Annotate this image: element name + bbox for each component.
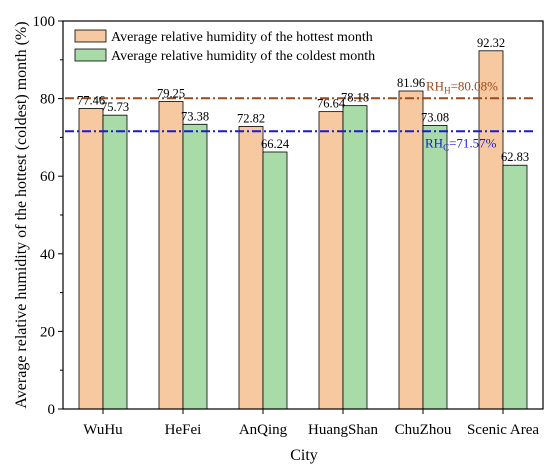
bar-coldest xyxy=(342,105,368,410)
data-label: 92.32 xyxy=(477,36,505,50)
bar-hottest xyxy=(158,101,184,410)
data-label: 81.96 xyxy=(397,76,425,90)
data-label: 62.83 xyxy=(501,150,529,164)
data-label: 73.08 xyxy=(421,110,449,124)
bar-hottest xyxy=(398,90,424,410)
x-tick-label: WuHu xyxy=(83,422,123,438)
x-tick-label: ChuZhou xyxy=(395,422,452,438)
x-tick-label: Scenic Area xyxy=(467,422,539,438)
data-label: 77.46 xyxy=(77,93,105,107)
legend-swatch xyxy=(74,29,107,43)
legend-swatch xyxy=(74,48,107,62)
bar-hottest xyxy=(78,108,104,410)
data-label: 79.25 xyxy=(157,87,185,101)
legend-label: Average relative humidity of the coldest… xyxy=(111,49,375,64)
y-tick-label: 40 xyxy=(40,247,55,263)
bars-layer xyxy=(78,50,528,410)
y-axis-title: Average relative humidity of the hottest… xyxy=(13,21,30,408)
x-tick-label: HeFei xyxy=(165,422,202,438)
data-label: 78.18 xyxy=(341,91,369,105)
reference-line-label: RHC=71.57% xyxy=(425,135,497,152)
bar-hottest xyxy=(318,111,344,410)
x-tick-label: HuangShan xyxy=(308,422,378,438)
data-label: 76.64 xyxy=(317,97,346,111)
bar-coldest xyxy=(422,125,448,410)
data-label: 75.73 xyxy=(101,100,129,114)
data-label: 66.24 xyxy=(261,137,290,151)
bar-coldest xyxy=(262,151,288,410)
legend: Average relative humidity of the hottest… xyxy=(74,29,375,64)
y-tick-label: 20 xyxy=(40,324,55,340)
y-tick-label: 0 xyxy=(48,402,56,418)
data-label: 72.82 xyxy=(237,111,265,125)
y-tick-label: 80 xyxy=(40,92,55,108)
data-label: 73.38 xyxy=(181,109,209,123)
y-tick-label: 60 xyxy=(40,169,55,185)
x-tick-label: AnQing xyxy=(239,422,288,438)
bar-coldest xyxy=(182,123,208,410)
bar-hottest xyxy=(478,50,504,410)
y-tick-label: 100 xyxy=(33,14,56,30)
bar-coldest xyxy=(502,164,528,410)
bar-hottest xyxy=(238,126,264,410)
x-axis-title: City xyxy=(290,447,318,464)
legend-label: Average relative humidity of the hottest… xyxy=(111,30,373,45)
reference-line-label: RHH=80.08% xyxy=(426,78,498,95)
bar-coldest xyxy=(102,114,128,410)
axes-layer: 0 20 40 60 80 100 WuHu HeFei AnQing HuangShan ChuZ… xyxy=(33,14,544,438)
reference-lines-layer: RHH=80.08% RHC=71.57% xyxy=(65,78,535,152)
